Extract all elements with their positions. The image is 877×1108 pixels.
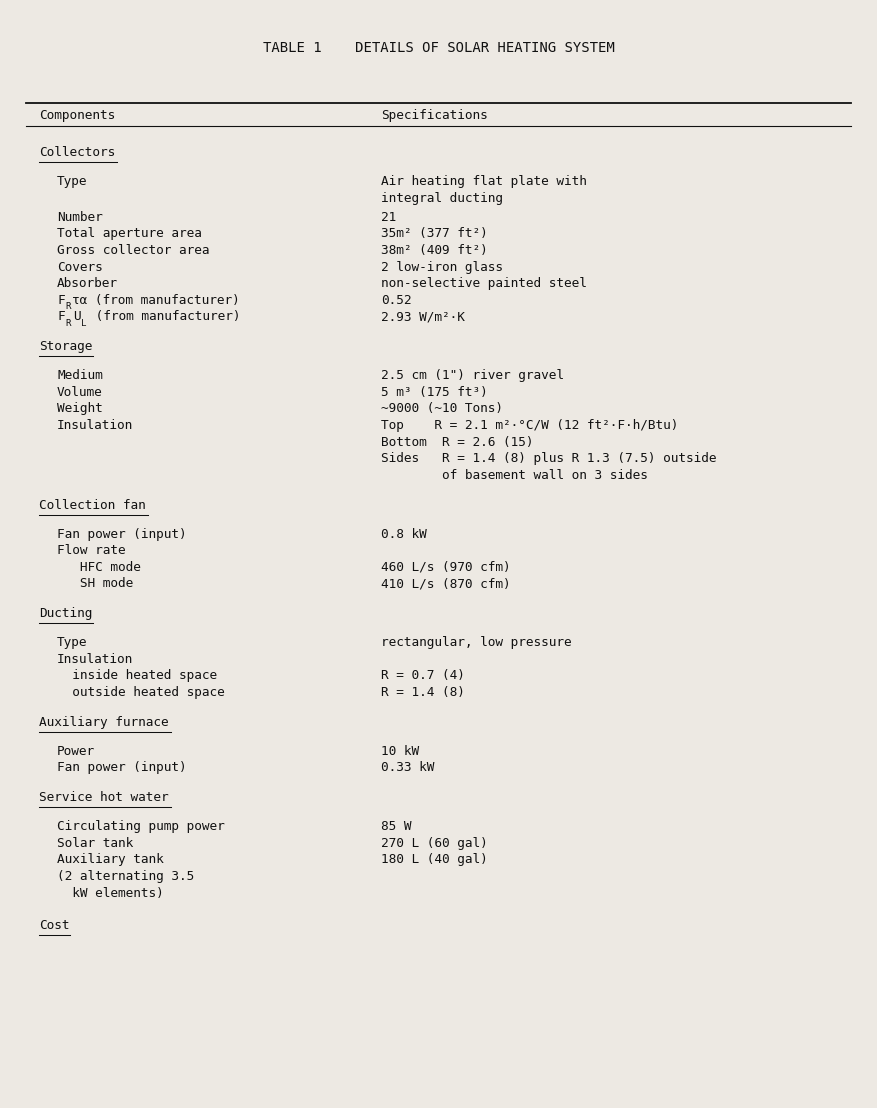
Text: kW elements): kW elements)	[57, 886, 164, 900]
Text: Bottom  R = 2.6 (15): Bottom R = 2.6 (15)	[381, 435, 534, 449]
Text: Type: Type	[57, 175, 88, 188]
Text: 270 L (60 gal): 270 L (60 gal)	[381, 837, 488, 850]
Text: Weight: Weight	[57, 402, 103, 416]
Text: 2.5 cm (1") river gravel: 2.5 cm (1") river gravel	[381, 369, 565, 382]
Text: L: L	[81, 319, 86, 328]
Text: Solar tank: Solar tank	[57, 837, 133, 850]
Text: (from manufacturer): (from manufacturer)	[88, 310, 240, 324]
Text: integral ducting: integral ducting	[381, 192, 503, 205]
Text: 410 L/s (870 cfm): 410 L/s (870 cfm)	[381, 577, 511, 591]
Text: of basement wall on 3 sides: of basement wall on 3 sides	[381, 469, 648, 482]
Text: R: R	[65, 319, 70, 328]
Text: Type: Type	[57, 636, 88, 649]
Text: 0.52: 0.52	[381, 294, 412, 307]
Text: Sides   R = 1.4 (8) plus R 1.3 (7.5) outside: Sides R = 1.4 (8) plus R 1.3 (7.5) outsi…	[381, 452, 717, 465]
Text: Top    R = 2.1 m²·°C/W (12 ft²·F·h/Btu): Top R = 2.1 m²·°C/W (12 ft²·F·h/Btu)	[381, 419, 679, 432]
Text: Components: Components	[39, 109, 116, 122]
Text: Auxiliary tank: Auxiliary tank	[57, 853, 164, 866]
Text: Gross collector area: Gross collector area	[57, 244, 210, 257]
Text: Covers: Covers	[57, 260, 103, 274]
Text: τα (from manufacturer): τα (from manufacturer)	[72, 294, 239, 307]
Text: Collectors: Collectors	[39, 146, 116, 160]
Text: 85 W: 85 W	[381, 820, 412, 833]
Text: Specifications: Specifications	[381, 109, 488, 122]
Text: Power: Power	[57, 745, 95, 758]
Text: Ducting: Ducting	[39, 607, 93, 620]
Text: 35m² (377 ft²): 35m² (377 ft²)	[381, 227, 488, 240]
Text: (2 alternating 3.5: (2 alternating 3.5	[57, 870, 194, 883]
Text: Absorber: Absorber	[57, 277, 118, 290]
Text: F: F	[57, 310, 65, 324]
Text: Medium: Medium	[57, 369, 103, 382]
Text: U: U	[73, 310, 81, 324]
Text: rectangular, low pressure: rectangular, low pressure	[381, 636, 572, 649]
Text: R = 0.7 (4): R = 0.7 (4)	[381, 669, 466, 683]
Text: Number: Number	[57, 211, 103, 224]
Text: Insulation: Insulation	[57, 653, 133, 666]
Text: HFC mode: HFC mode	[57, 561, 141, 574]
Text: Circulating pump power: Circulating pump power	[57, 820, 225, 833]
Text: 180 L (40 gal): 180 L (40 gal)	[381, 853, 488, 866]
Text: Fan power (input): Fan power (input)	[57, 761, 187, 774]
Text: 21: 21	[381, 211, 396, 224]
Text: Air heating flat plate with: Air heating flat plate with	[381, 175, 588, 188]
Text: TABLE 1    DETAILS OF SOLAR HEATING SYSTEM: TABLE 1 DETAILS OF SOLAR HEATING SYSTEM	[262, 41, 615, 54]
Text: ~9000 (~10 Tons): ~9000 (~10 Tons)	[381, 402, 503, 416]
Text: Service hot water: Service hot water	[39, 791, 169, 804]
Text: 2 low-iron glass: 2 low-iron glass	[381, 260, 503, 274]
Text: Fan power (input): Fan power (input)	[57, 527, 187, 541]
Text: 38m² (409 ft²): 38m² (409 ft²)	[381, 244, 488, 257]
Text: 460 L/s (970 cfm): 460 L/s (970 cfm)	[381, 561, 511, 574]
Text: 5 m³ (175 ft³): 5 m³ (175 ft³)	[381, 386, 488, 399]
Text: Collection fan: Collection fan	[39, 499, 146, 512]
Text: F: F	[57, 294, 65, 307]
Text: Flow rate: Flow rate	[57, 544, 125, 557]
Text: 10 kW: 10 kW	[381, 745, 419, 758]
Text: 0.8 kW: 0.8 kW	[381, 527, 427, 541]
Text: Insulation: Insulation	[57, 419, 133, 432]
Text: R = 1.4 (8): R = 1.4 (8)	[381, 686, 466, 699]
Text: Total aperture area: Total aperture area	[57, 227, 202, 240]
Text: Auxiliary furnace: Auxiliary furnace	[39, 716, 169, 729]
Text: R: R	[65, 302, 70, 311]
Text: 0.33 kW: 0.33 kW	[381, 761, 435, 774]
Text: non-selective painted steel: non-selective painted steel	[381, 277, 588, 290]
Text: outside heated space: outside heated space	[57, 686, 225, 699]
Text: Volume: Volume	[57, 386, 103, 399]
Text: 2.93 W/m²·K: 2.93 W/m²·K	[381, 310, 466, 324]
Text: inside heated space: inside heated space	[57, 669, 217, 683]
Text: SH mode: SH mode	[57, 577, 133, 591]
Text: Cost: Cost	[39, 919, 70, 932]
Text: Storage: Storage	[39, 340, 93, 353]
